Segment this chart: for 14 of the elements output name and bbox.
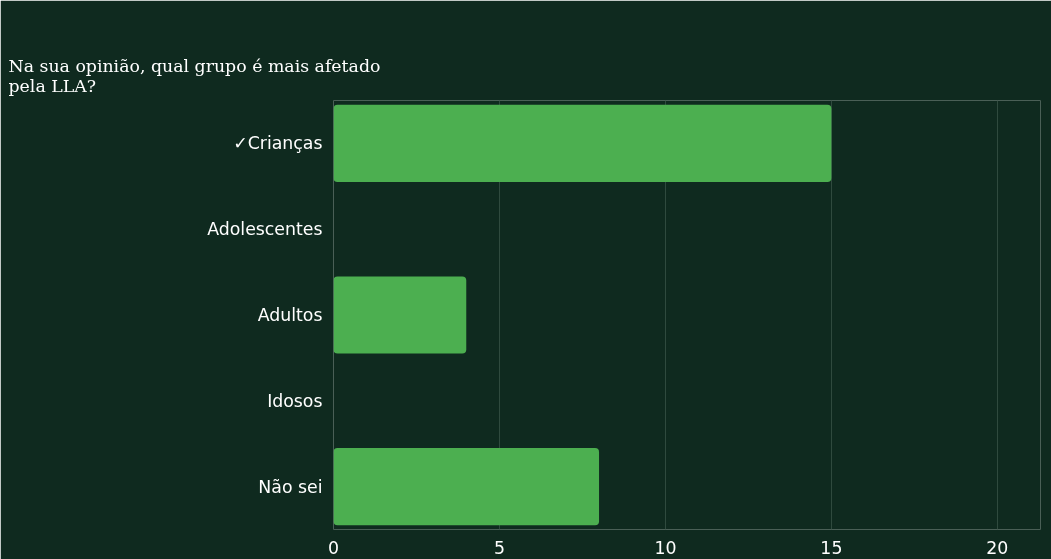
- y-tick-label: Adolescentes: [207, 219, 323, 240]
- x-tick-label: 0: [327, 537, 340, 558]
- y-tick-label: ✓Crianças: [233, 133, 323, 154]
- bar: [333, 104, 832, 183]
- x-tick-label: 15: [820, 537, 843, 558]
- y-tick-label: Idosos: [267, 390, 323, 411]
- bar: [333, 276, 467, 354]
- y-tick-label: Adultos: [257, 305, 323, 325]
- x-tick-label: 5: [493, 537, 505, 558]
- x-tick-label: 10: [654, 537, 677, 558]
- x-tick-label: 20: [986, 537, 1009, 558]
- text: Na sua opinião, qual grupo é mais afetado pela LLA?: [8, 55, 381, 96]
- y-tick-label: Não sei: [258, 476, 323, 497]
- bar: [333, 447, 600, 526]
